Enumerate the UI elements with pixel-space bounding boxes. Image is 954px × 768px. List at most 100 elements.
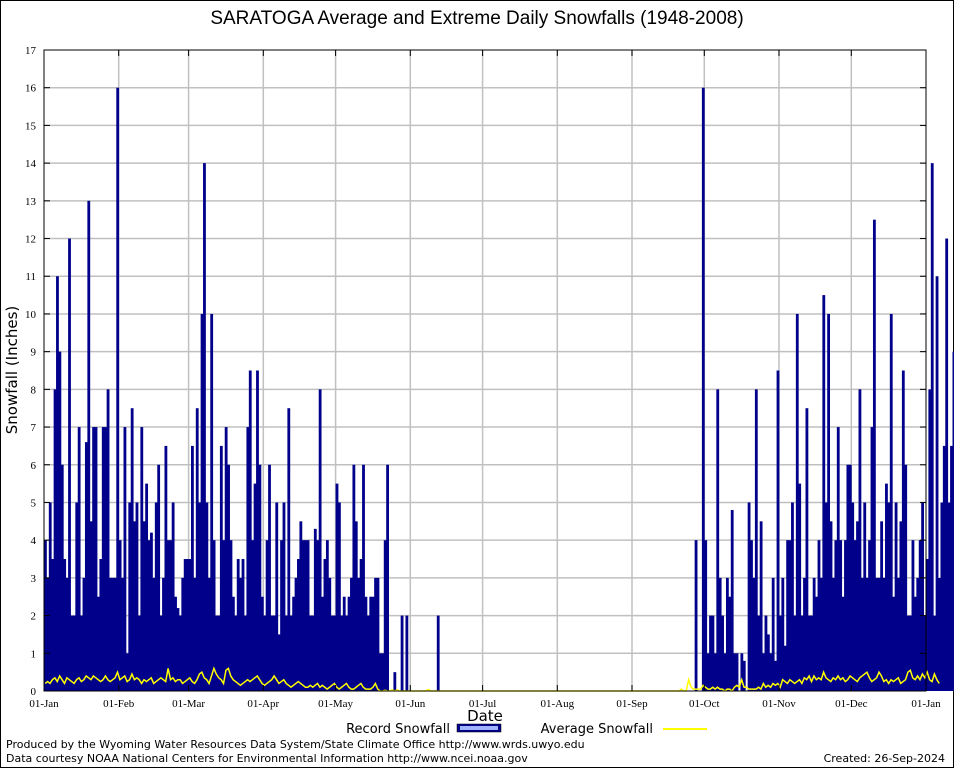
record-snowfall-bar bbox=[875, 577, 879, 691]
record-snowfall-bar bbox=[928, 389, 932, 691]
chart-title: SARATOGA Average and Extreme Daily Snowf… bbox=[210, 8, 744, 29]
record-snowfall-bar bbox=[909, 615, 912, 691]
record-snowfall-bar bbox=[316, 540, 320, 691]
record-snowfall-bar bbox=[359, 559, 363, 691]
record-snowfall-bar bbox=[374, 577, 377, 691]
record-snowfall-bar bbox=[713, 653, 717, 691]
record-snowfall-bar bbox=[904, 464, 908, 691]
y-tick-label: 8 bbox=[31, 384, 37, 396]
record-snowfall-bar bbox=[116, 87, 120, 691]
y-tick-label: 14 bbox=[25, 158, 37, 170]
x-tick-labels: 01-Jan 01-Feb 01-Mar 01-Apr 01-May 01-Jun 01-J… bbox=[29, 698, 941, 710]
record-snowfall-bar bbox=[164, 445, 168, 691]
y-tick-label: 3 bbox=[31, 573, 37, 585]
y-tick-label: 9 bbox=[31, 347, 37, 359]
record-snowfall-bar bbox=[848, 464, 852, 691]
y-tick-label: 13 bbox=[25, 196, 37, 208]
record-snowfall-bar bbox=[846, 464, 850, 691]
record-snowfall-bar bbox=[935, 276, 939, 691]
record-snowfall-bar bbox=[829, 521, 833, 691]
record-snowfall-bar bbox=[350, 577, 353, 691]
record-snowfall-bar bbox=[762, 653, 765, 691]
record-snowfall-bar bbox=[258, 464, 262, 691]
record-snowfall-bar bbox=[771, 577, 775, 691]
record-snowfall-bar bbox=[203, 163, 206, 691]
record-snowfall-bar bbox=[311, 615, 315, 691]
x-tick-label: 01-Jan bbox=[911, 698, 941, 710]
plot-border bbox=[43, 49, 927, 692]
x-tick-label: 01-Aug bbox=[540, 698, 574, 710]
record-snowfall-bar bbox=[178, 615, 182, 691]
record-snowfall-bar bbox=[48, 502, 52, 691]
record-snowfall-bar bbox=[84, 442, 88, 691]
record-snowfall-bar bbox=[779, 615, 782, 691]
record-snowfall-bar bbox=[113, 577, 117, 691]
record-snowfall-bar bbox=[229, 540, 233, 691]
y-tick-label: 17 bbox=[25, 45, 37, 57]
record-snowfall-bar bbox=[130, 408, 134, 691]
record-snowfall-bar bbox=[844, 540, 847, 691]
record-snowfall-bar bbox=[231, 596, 235, 691]
record-snowfall-bar bbox=[754, 389, 758, 691]
record-snowfall-bar bbox=[239, 577, 243, 691]
record-snowfall-bars bbox=[44, 87, 954, 691]
record-snowfall-bar bbox=[947, 502, 951, 691]
x-tick-label: 01-May bbox=[318, 698, 353, 710]
record-snowfall-bar bbox=[752, 577, 756, 691]
record-snowfall-bar bbox=[725, 577, 729, 691]
record-snowfall-bar bbox=[338, 502, 341, 691]
record-snowfall-bar bbox=[106, 389, 110, 691]
record-snowfall-bar bbox=[328, 577, 332, 691]
footer-produced-by: Produced by the Wyoming Water Resources … bbox=[6, 738, 585, 751]
record-snowfall-bar bbox=[880, 521, 884, 691]
y-tick-label: 15 bbox=[25, 120, 37, 132]
record-snowfall-bar bbox=[72, 615, 76, 691]
record-snowfall-bar bbox=[53, 389, 57, 691]
record-snowfall-bar bbox=[101, 427, 105, 691]
record-snowfall-bar bbox=[839, 540, 843, 691]
record-snowfall-bar bbox=[299, 521, 303, 691]
legend: Record Snowfall Average Snowfall bbox=[346, 722, 707, 737]
y-tick-label: 10 bbox=[25, 309, 37, 321]
record-snowfall-bar bbox=[942, 445, 946, 691]
record-snowfall-bar bbox=[118, 540, 122, 691]
record-snowfall-bar bbox=[819, 577, 823, 691]
record-snowfall-bar bbox=[133, 521, 136, 691]
record-snowfall-bar bbox=[215, 615, 218, 691]
record-snowfall-bar bbox=[887, 502, 891, 691]
record-snowfall-bar bbox=[733, 653, 737, 691]
record-snowfall-bar bbox=[386, 464, 390, 691]
record-snowfall-bar bbox=[87, 200, 91, 691]
legend-label-record: Record Snowfall bbox=[346, 722, 450, 737]
record-snowfall-bar bbox=[154, 502, 158, 691]
record-snowfall-bar bbox=[709, 615, 712, 691]
record-snowfall-bar bbox=[899, 521, 903, 691]
record-snowfall-bar bbox=[930, 163, 934, 691]
record-snowfall-bar bbox=[783, 645, 787, 691]
record-snowfall-bar bbox=[704, 540, 708, 691]
y-tick-label: 7 bbox=[31, 422, 37, 434]
record-snowfall-bar bbox=[251, 540, 255, 691]
record-snowfall-bar bbox=[701, 87, 705, 691]
record-snowfall-bar bbox=[860, 577, 864, 691]
record-snowfall-bar bbox=[342, 596, 346, 691]
record-snowfall-bar bbox=[198, 502, 202, 691]
record-snowfall-bar bbox=[911, 540, 915, 691]
record-snowfall-bar bbox=[51, 559, 55, 691]
record-snowfall-bar bbox=[858, 389, 862, 691]
record-snowfall-bar bbox=[210, 313, 214, 691]
record-snowfall-bar bbox=[297, 559, 300, 691]
record-snowfall-bar bbox=[347, 596, 351, 691]
record-snowfall-bar bbox=[870, 427, 874, 691]
record-snowfall-bar bbox=[244, 615, 247, 691]
record-snowfall-bar bbox=[46, 577, 50, 691]
record-snowfall-bar bbox=[248, 370, 252, 691]
record-snowfall-bar bbox=[169, 540, 173, 691]
record-snowfall-bar bbox=[97, 596, 100, 691]
record-snowfall-bar bbox=[224, 427, 228, 691]
record-snowfall-bar bbox=[340, 615, 344, 691]
record-snowfall-bar bbox=[868, 540, 871, 691]
record-snowfall-bar bbox=[774, 660, 777, 691]
